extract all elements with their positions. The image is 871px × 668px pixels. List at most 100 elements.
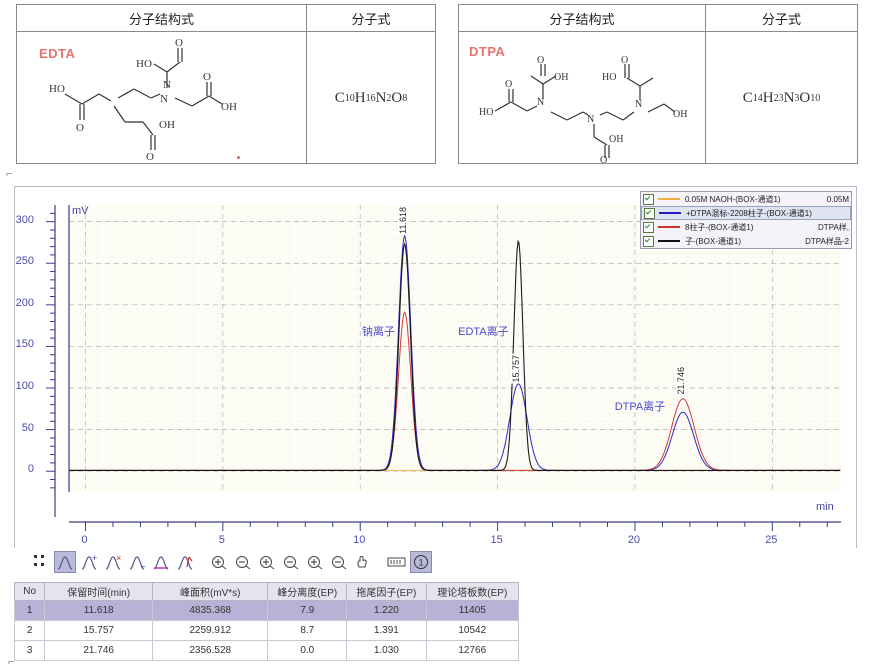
- cell-tail: 1.220: [346, 600, 427, 621]
- column-header-1[interactable]: 保留时间(min): [44, 582, 154, 601]
- text-cursor-mark-2: ⌐: [8, 656, 15, 668]
- legend-checkbox-1[interactable]: [644, 207, 655, 219]
- cell-no: 3: [13, 640, 46, 661]
- svg-text:OH: OH: [221, 101, 237, 113]
- molecule-tag-dtpa: DTPA: [469, 44, 506, 59]
- table-row[interactable]: 3 21.746 2356.528 0.0 1.030 12766: [13, 640, 520, 661]
- svg-text:O: O: [76, 122, 84, 134]
- peak-select-icon[interactable]: [54, 551, 76, 573]
- info-icon[interactable]: 1: [410, 551, 432, 573]
- table-row[interactable]: 1 11.618 4835.368 7.9 1.220 11405: [13, 600, 520, 621]
- legend-color-swatch-0: [658, 198, 680, 200]
- molecule-table-body-2: DTPA: [459, 32, 857, 164]
- col-header-structure-2: 分子结构式: [459, 5, 706, 31]
- legend-label-secondary-0: 0.05M: [826, 194, 849, 204]
- legend-checkbox-3[interactable]: [643, 235, 654, 247]
- x-axis-tick-1: 5: [218, 534, 225, 546]
- svg-text:N: N: [160, 93, 168, 105]
- svg-text:O: O: [537, 55, 544, 66]
- chromatogram-plot[interactable]: [15, 187, 858, 577]
- svg-text:N: N: [635, 99, 642, 110]
- peak-delete-icon[interactable]: ×: [102, 551, 124, 573]
- molecule-tag-edta: EDTA: [39, 46, 76, 61]
- svg-text:⌐: ⌐: [141, 562, 146, 571]
- zoom-in-icon[interactable]: [208, 551, 230, 573]
- zoom-in-horizontal-icon[interactable]: [304, 551, 326, 573]
- table-body[interactable]: 1 11.618 4835.368 7.9 1.220 11405 2 15.757 2259.…: [13, 600, 520, 661]
- cell-res: 7.9: [267, 600, 348, 621]
- column-header-5[interactable]: 理论塔板数(EP): [425, 582, 520, 601]
- legend-checkbox-2[interactable]: [643, 221, 654, 233]
- cell-rt: 15.757: [44, 620, 154, 641]
- peak-split-icon[interactable]: ⌐: [126, 551, 148, 573]
- legend-label-0: 0.05M NAOH-(BOX-通道1): [685, 194, 781, 204]
- column-header-2[interactable]: 峰面积(mV*s): [152, 582, 269, 601]
- text-cursor-mark: ⌐: [6, 168, 13, 180]
- peak-add-icon[interactable]: +: [78, 551, 100, 573]
- formula-text-edta: C 10 H 16 N 2 O 8: [334, 89, 408, 106]
- fit-to-window-icon[interactable]: [30, 551, 52, 573]
- column-header-0[interactable]: No: [13, 582, 46, 601]
- svg-text:N: N: [587, 114, 594, 125]
- peak-rt-label-0: 11.618: [397, 206, 408, 235]
- ruler-icon[interactable]: [386, 551, 408, 573]
- column-header-4[interactable]: 拖尾因子(EP): [346, 582, 427, 601]
- peak-edit-icon[interactable]: [174, 551, 196, 573]
- zoom-out-horizontal-icon[interactable]: [328, 551, 350, 573]
- decorative-dot: [237, 156, 240, 159]
- y-axis-tick-2: 100: [15, 380, 34, 392]
- x-axis-tick-5: 25: [765, 534, 778, 546]
- legend-label-1: +DTPA混标-2208柱子-(BOX-通道1): [686, 208, 812, 218]
- ion-annotation-1: EDTA离子: [458, 326, 509, 339]
- svg-text:HO: HO: [602, 72, 616, 83]
- cell-area: 2259.912: [152, 620, 269, 641]
- chromatogram-toolbar[interactable]: + × ⌐ 1: [14, 548, 857, 576]
- x-axis-tick-2: 10: [353, 534, 366, 546]
- structure-cell-edta: EDTA: [17, 32, 307, 164]
- svg-text:HO: HO: [479, 107, 493, 118]
- legend-row-3[interactable]: 子-(BOX-通道1) DTPA样品-2: [641, 234, 851, 248]
- structure-cell-dtpa: DTPA: [459, 32, 706, 164]
- legend-checkbox-0[interactable]: [643, 193, 654, 205]
- svg-text:+: +: [92, 553, 97, 563]
- formula-text-dtpa: C 14 H 23 N 3 O 10: [742, 89, 821, 106]
- molecule-table-header-2: 分子结构式 分子式: [459, 5, 857, 32]
- cell-no: 2: [13, 620, 46, 641]
- legend-row-2[interactable]: 8柱子-(BOX-通道1) DTPA样,: [641, 220, 851, 234]
- cell-area: 4835.368: [152, 600, 269, 621]
- molecule-table-header: 分子结构式 分子式: [17, 5, 435, 32]
- series-legend[interactable]: 0.05M NAOH-(BOX-通道1) 0.05M +DTPA混标-2208柱子-…: [640, 191, 852, 249]
- legend-row-0[interactable]: 0.05M NAOH-(BOX-通道1) 0.05M: [641, 192, 851, 206]
- zoom-out-icon[interactable]: [232, 551, 254, 573]
- edta-structure-diagram: HO O N N HO O O OH O OH: [49, 37, 237, 163]
- legend-label-secondary-2: DTPA样,: [818, 222, 849, 232]
- zoom-out-vertical-icon[interactable]: [280, 551, 302, 573]
- table-header-row: No 保留时间(min) 峰面积(mV*s) 峰分离度(EP) 拖尾因子(EP) 理论塔板…: [13, 582, 520, 601]
- svg-text:OH: OH: [673, 109, 687, 120]
- table-row[interactable]: 2 15.757 2259.912 8.7 1.391 10542: [13, 620, 520, 641]
- col-header-formula: 分子式: [351, 11, 391, 27]
- svg-text:O: O: [600, 155, 607, 164]
- legend-color-swatch-3: [658, 240, 680, 242]
- col-header-formula-2: 分子式: [761, 11, 801, 27]
- x-axis-tick-0: 0: [81, 534, 88, 546]
- peak-baseline-icon[interactable]: [150, 551, 172, 573]
- chromatogram-panel[interactable]: 0.05M NAOH-(BOX-通道1) 0.05M +DTPA混标-2208柱子-…: [14, 186, 857, 576]
- cell-rt: 21.746: [44, 640, 154, 661]
- column-header-3[interactable]: 峰分离度(EP): [267, 582, 348, 601]
- zoom-in-vertical-icon[interactable]: [256, 551, 278, 573]
- svg-text:O: O: [203, 71, 211, 83]
- legend-color-swatch-2: [658, 226, 680, 228]
- pan-hand-icon[interactable]: [352, 551, 374, 573]
- ion-annotation-2: DTPA离子: [614, 401, 666, 414]
- peak-results-table[interactable]: No 保留时间(min) 峰面积(mV*s) 峰分离度(EP) 拖尾因子(EP) 理论塔板…: [13, 582, 520, 661]
- y-axis-tick-6: 300: [15, 213, 34, 226]
- y-axis-tick-5: 250: [15, 255, 34, 268]
- legend-row-1[interactable]: +DTPA混标-2208柱子-(BOX-通道1): [641, 206, 851, 220]
- y-axis-tick-1: 50: [21, 421, 34, 434]
- svg-text:N: N: [163, 79, 171, 91]
- molecule-table-body: EDTA: [17, 32, 435, 164]
- svg-text:O: O: [505, 79, 512, 90]
- svg-text:OH: OH: [609, 134, 623, 145]
- y-axis-tick-0: 0: [27, 463, 34, 476]
